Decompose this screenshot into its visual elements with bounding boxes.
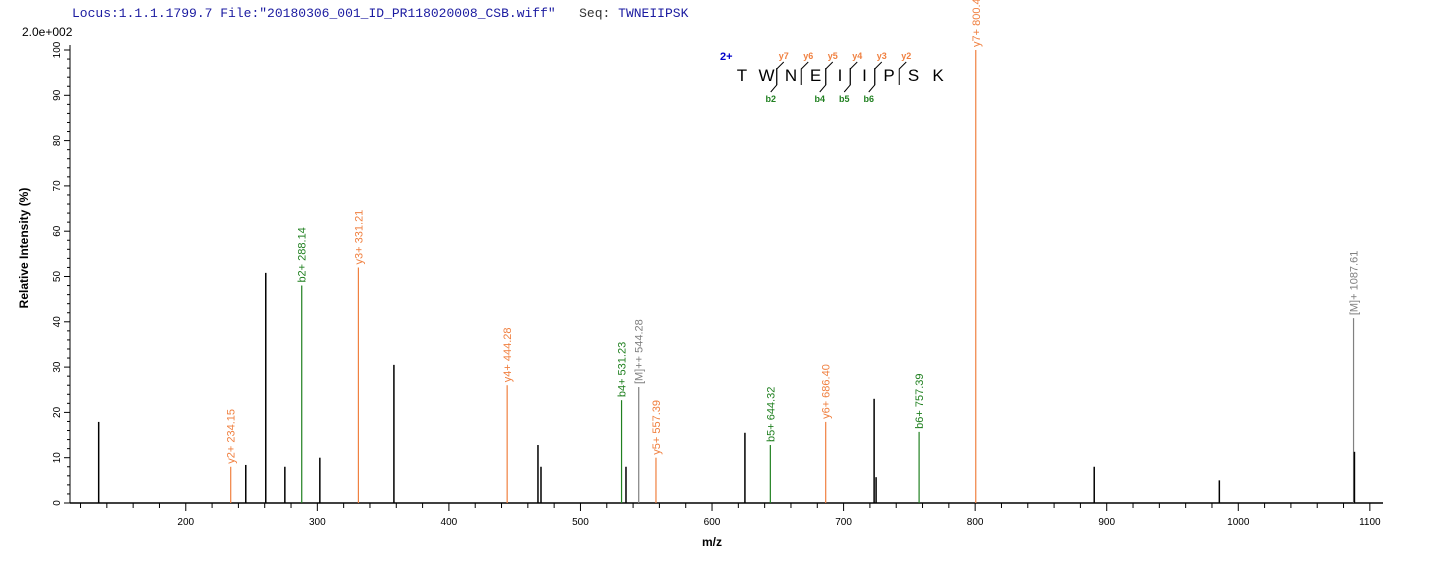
y-tick-label: 80 <box>52 135 63 147</box>
y-tick-label: 90 <box>52 89 63 101</box>
charge-state: 2+ <box>720 51 733 63</box>
y-ion-label: y2 <box>901 51 911 61</box>
intensity-scale-label: 2.0e+002 <box>22 25 73 39</box>
peak-label: y7+ 800.46 <box>971 0 983 47</box>
x-tick-label: 600 <box>704 517 721 528</box>
y-ion-label: y5 <box>828 51 838 61</box>
b-cleavage-mark <box>843 68 851 93</box>
residue: K <box>932 66 944 85</box>
b-cleavage-mark <box>819 68 827 93</box>
y-cleavage-mark <box>800 61 809 85</box>
x-tick-label: 500 <box>572 517 589 528</box>
b-ion-label: b6 <box>863 94 874 104</box>
x-tick-label: 1100 <box>1359 517 1381 528</box>
b-ion-label: b2 <box>765 94 776 104</box>
y-cleavage-mark <box>825 61 834 85</box>
peak-label: y5+ 557.39 <box>651 400 663 455</box>
x-axis-label: m/z <box>702 535 722 549</box>
peak-label: b4+ 531.23 <box>617 342 629 397</box>
peak-label: b2+ 288.14 <box>297 227 309 282</box>
y-axis-label: Relative Intensity (%) <box>17 188 31 309</box>
residue: T <box>737 66 747 85</box>
peak-label: y6+ 686.40 <box>821 364 833 419</box>
y-cleavage-mark <box>898 61 907 85</box>
residue: E <box>810 66 821 85</box>
x-tick-label: 700 <box>835 517 852 528</box>
peak-label: b6+ 757.39 <box>914 374 926 429</box>
residue: P <box>883 66 894 85</box>
y-ion-label: y3 <box>877 51 887 61</box>
seq-value: TWNEIIPSK <box>618 6 689 21</box>
residue: S <box>908 66 919 85</box>
b-cleavage-mark <box>770 68 778 93</box>
y-tick-label: 100 <box>52 41 63 58</box>
residue: N <box>785 66 797 85</box>
peak-label: [M]++ 544.28 <box>634 319 646 384</box>
y-ion-label: y6 <box>803 51 813 61</box>
locus-text: Locus:1.1.1.1799.7 <box>72 6 213 21</box>
x-tick-label: 300 <box>309 517 326 528</box>
y-tick-label: 60 <box>52 225 63 237</box>
y-cleavage-mark <box>776 61 785 85</box>
b-cleavage-mark <box>868 68 876 93</box>
spectrum-header: Locus:1.1.1.1799.7 File:"20180306_001_ID… <box>72 6 688 21</box>
b-ion-label: b4 <box>814 94 825 104</box>
y-tick-label: 20 <box>52 406 63 418</box>
residue: W <box>758 66 774 85</box>
x-tick-label: 200 <box>177 517 194 528</box>
peak-label: [M]+ 1087.61 <box>1349 251 1361 316</box>
y-tick-label: 50 <box>52 271 63 283</box>
y-tick-label: 70 <box>52 180 63 192</box>
y-tick-label: 40 <box>52 316 63 328</box>
peak-label: y3+ 331.21 <box>353 210 365 265</box>
seq-label: Seq: <box>579 6 611 21</box>
y-cleavage-mark <box>849 61 858 85</box>
b-ion-label: b5 <box>839 94 850 104</box>
x-tick-label: 900 <box>1098 517 1115 528</box>
y-cleavage-mark <box>874 61 883 85</box>
y-ion-label: y7 <box>779 51 789 61</box>
peak-label: y2+ 234.15 <box>226 409 238 464</box>
x-tick-label: 400 <box>441 517 458 528</box>
residue: I <box>838 66 843 85</box>
x-tick-label: 1000 <box>1227 517 1250 528</box>
peak-label: y4+ 444.28 <box>502 327 514 382</box>
file-text: File:"20180306_001_ID_PR118020008_CSB.wi… <box>220 6 556 21</box>
y-tick-label: 30 <box>52 361 63 373</box>
y-ion-label: y4 <box>852 51 862 61</box>
residue: I <box>862 66 867 85</box>
peak-label: b5+ 644.32 <box>765 387 777 442</box>
x-tick-label: 800 <box>967 517 984 528</box>
y-tick-label: 0 <box>52 500 63 506</box>
y-tick-label: 10 <box>52 452 63 464</box>
